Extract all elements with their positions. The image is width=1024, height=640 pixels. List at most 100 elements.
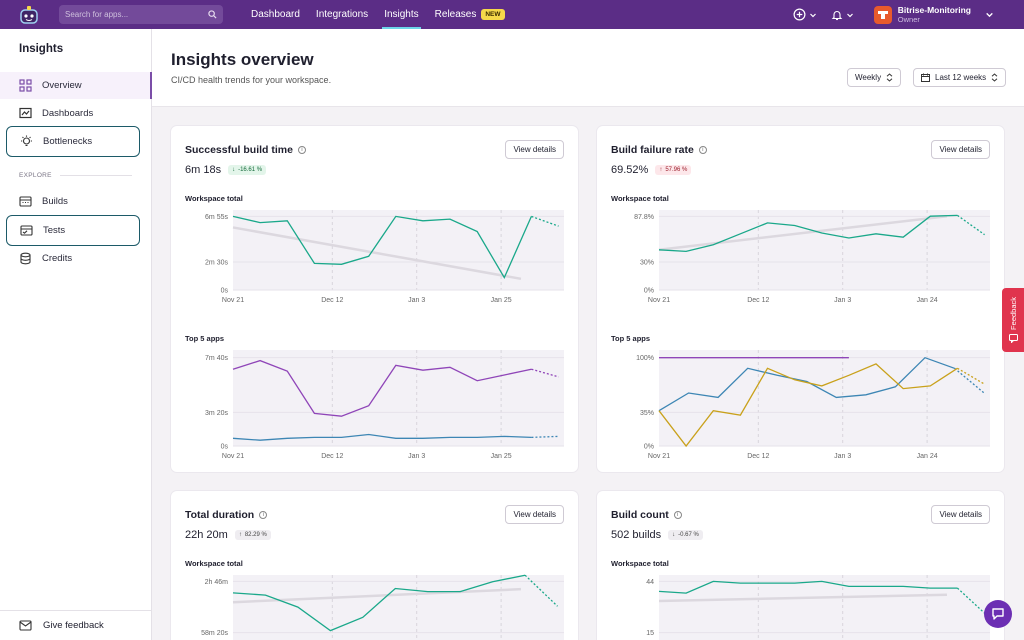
search-placeholder: Search for apps... [65,10,129,19]
search-icon [208,10,217,19]
info-icon[interactable]: i [259,511,268,519]
metric-value: 502 builds [611,529,662,541]
nav-dashboard[interactable]: Dashboard [251,9,300,20]
view-details-button[interactable]: View details [931,140,990,159]
chart-build-count-total: 44 15 [646,575,990,640]
explore-section-label: EXPLORE [19,172,52,179]
nav-insights[interactable]: Insights [376,0,426,29]
arrow-up-icon: ↑ [238,532,242,538]
chevron-updown-icon [991,73,998,82]
plus-circle-icon [793,8,806,21]
card-title-text: Build failure rate [611,144,694,156]
card-title: Build failure rate i [611,144,707,156]
org-switcher[interactable]: Bitrise-Monitoring Owner [868,5,994,25]
delta-badge: ↑ 57.96 % [655,165,692,175]
card-title: Successful build time i [185,144,306,156]
plot-area [659,350,990,446]
y-tick-label: 2m 30s [205,260,228,267]
section-label: Workspace total [611,559,669,568]
sidebar-item-label: Builds [42,196,68,207]
create-menu-button[interactable] [793,8,817,21]
info-icon[interactable]: i [297,146,306,154]
chevron-down-icon [846,13,853,17]
x-tick-label: Nov 21 [222,297,244,304]
card-title: Total duration i [185,509,268,521]
chevron-down-icon [986,12,993,18]
sidebar-item-builds[interactable]: Builds [6,188,140,215]
x-tick-label: Nov 21 [648,453,670,460]
sidebar-item-label: Bottlenecks [43,136,93,147]
sidebar-item-dashboards[interactable]: Dashboards [6,100,140,127]
trend-line [232,226,522,281]
feedback-tab-label: Feedback [1008,297,1018,330]
card-total-duration: Total duration i View details 22h 20m ↑ 8… [171,491,578,640]
sidebar-item-label: Tests [43,225,66,236]
card-build-count: Build count i View details 502 builds ↓ -… [597,491,1004,640]
metric-value-row: 22h 20m ↑ 82.29 % [185,529,271,541]
forecast-line [524,574,558,607]
plot-area [233,350,564,446]
arrow-up-icon: ↑ [659,167,663,173]
info-icon[interactable]: i [673,511,682,519]
chevron-down-icon [809,13,816,17]
sidebar-item-credits[interactable]: Credits [6,245,140,272]
notifications-button[interactable] [831,9,854,21]
search-input[interactable]: Search for apps... [59,5,223,24]
x-tick-label: Jan 3 [408,297,425,304]
plot-area [659,575,990,640]
x-tick-label: Dec 12 [747,297,769,304]
arrow-down-icon: ↓ [232,167,236,173]
nav-integrations[interactable]: Integrations [315,9,369,20]
series-line [232,574,526,632]
forecast-line [957,214,985,236]
date-range-select[interactable]: Last 12 weeks [913,68,1007,87]
x-tick-label: Jan 3 [834,453,851,460]
sidebar-item-tests[interactable]: Tests [6,215,140,246]
org-name: Bitrise-Monitoring [897,4,971,15]
view-details-button[interactable]: View details [505,140,564,159]
sidebar-item-label: Overview [42,80,82,91]
delta-value: -16.61 % [238,167,263,173]
view-details-button[interactable]: View details [931,505,990,524]
x-tick-label: Jan 24 [917,453,938,460]
page-title: Insights overview [171,50,314,69]
org-avatar [873,5,892,24]
chart-duration-total: 2h 46m 58m 20s [201,574,564,640]
series-line [658,356,955,412]
chart-failure-rate-top5: 100% 35% 0% Nov 21 Dec 12 Jan 3 Jan 24 [636,350,990,460]
y-tick-label: 15 [646,630,654,637]
info-icon[interactable]: i [698,146,707,154]
nav-releases[interactable]: Releases NEW [427,0,513,29]
series-line [232,433,532,441]
interval-value: Weekly [855,73,882,82]
sidebar-item-bottlenecks[interactable]: Bottlenecks [6,126,140,157]
chart-build-time-total: 6m 55s 2m 30s 0s Nov 21 Dec 12 Jan 3 Jan 25 [205,210,564,304]
y-tick-label: 35% [640,410,654,417]
bitrise-logo-icon[interactable] [19,5,39,24]
x-tick-label: Jan 3 [408,453,425,460]
delta-value: 57.96 % [665,167,688,173]
metric-value-row: 502 builds ↓ -0.67 % [611,529,703,541]
x-tick-label: Jan 3 [834,297,851,304]
interval-select[interactable]: Weekly [847,68,902,87]
y-tick-label: 44 [646,579,654,586]
y-tick-label: 7m 40s [205,355,228,362]
credits-icon [18,252,32,266]
nav-releases-label: Releases [434,9,477,20]
series-line [658,363,958,448]
delta-badge: ↓ -0.67 % [668,530,703,540]
give-feedback-link[interactable]: Give feedback [0,610,152,640]
plot-area [659,210,990,290]
chevron-updown-icon [886,73,893,82]
y-tick-label: 0% [644,288,654,295]
arrow-down-icon: ↓ [672,532,676,538]
forecast-line [954,367,985,394]
sidebar-item-label: Dashboards [42,108,94,119]
metric-value: 69.52% [611,164,649,176]
y-tick-label: 0% [644,444,654,451]
feedback-tab[interactable]: Feedback [1002,288,1024,352]
sidebar-item-overview[interactable]: Overview [0,72,152,99]
y-tick-label: 3m 20s [205,410,228,417]
support-chat-button[interactable] [984,600,1012,628]
view-details-button[interactable]: View details [505,505,564,524]
